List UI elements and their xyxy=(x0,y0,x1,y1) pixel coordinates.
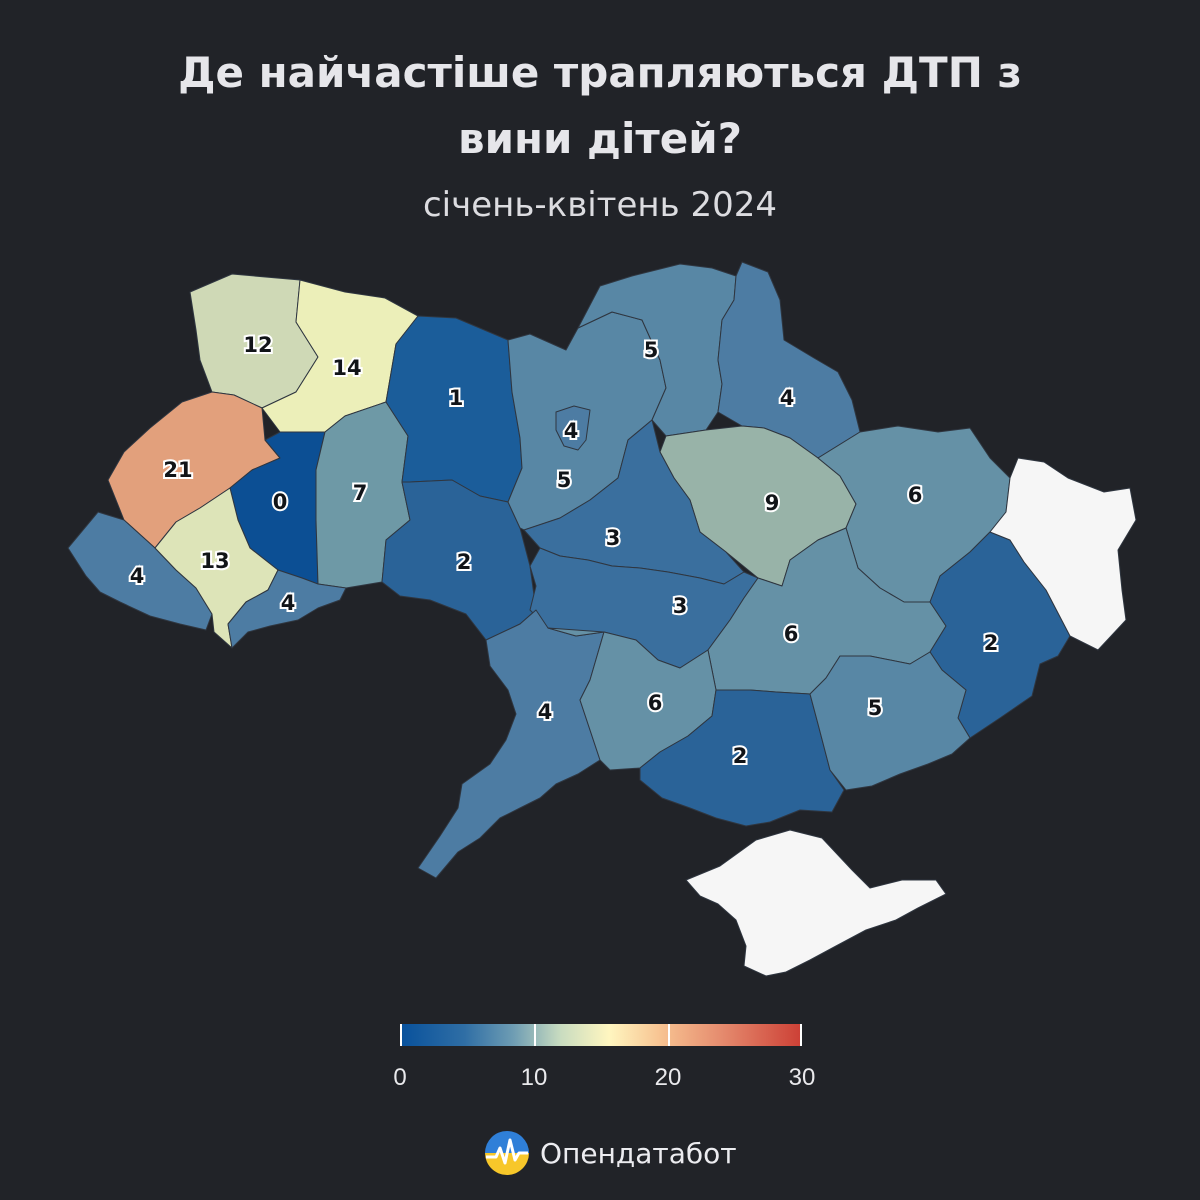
region-odesa xyxy=(417,609,605,879)
page-subtitle: січень-квітень 2024 xyxy=(422,185,778,225)
region-value-label-poltava: 9 xyxy=(765,491,780,515)
region-value-label-ivano-frankivsk: 13 xyxy=(200,549,229,573)
region-value-label-kherson: 2 xyxy=(733,744,748,768)
region-zaporizhzhia xyxy=(809,651,971,791)
legend-tick-mark xyxy=(400,1024,402,1046)
color-legend: 0 10 20 30 xyxy=(393,1024,815,1114)
title-line-1: Де найчастіше трапляються ДТП з xyxy=(178,48,1022,97)
region-value-label-chernihiv: 5 xyxy=(644,338,659,362)
legend-tick-label: 0 xyxy=(393,1064,407,1091)
region-value-label-kyiv-city: 4 xyxy=(564,419,579,443)
region-value-label-zakarpattia: 4 xyxy=(130,564,145,588)
region-value-label-vinnytsia: 2 xyxy=(457,550,472,574)
region-value-label-sumy: 4 xyxy=(780,386,795,410)
region-value-label-kharkiv: 6 xyxy=(908,483,923,507)
regions-layer xyxy=(67,261,1137,977)
legend-tick-label: 30 xyxy=(788,1064,816,1091)
region-crimea xyxy=(685,829,947,977)
region-value-label-lviv: 21 xyxy=(163,458,192,482)
region-value-label-khmelnytskyi: 7 xyxy=(353,481,368,505)
region-value-label-rivne: 14 xyxy=(332,356,361,380)
title-line-2: вини дітей? xyxy=(457,114,742,163)
region-value-label-volyn: 12 xyxy=(243,333,272,357)
legend-tick-label: 10 xyxy=(520,1064,548,1091)
brand-name: Опендатабот xyxy=(540,1136,737,1170)
region-value-label-ternopil: 0 xyxy=(273,490,288,514)
region-value-label-dnipropetrovsk: 6 xyxy=(784,622,799,646)
region-value-label-chernivtsi: 4 xyxy=(281,591,296,615)
region-value-label-donetsk: 2 xyxy=(984,631,999,655)
legend-tick-mark xyxy=(534,1024,536,1046)
legend-gradient-bar xyxy=(400,1024,802,1046)
region-kyiv-city xyxy=(555,405,591,451)
legend-tick-label: 20 xyxy=(654,1064,682,1091)
region-zakarpattia xyxy=(67,511,213,631)
region-value-label-kyiv-region: 5 xyxy=(557,468,572,492)
legend-tick-mark xyxy=(668,1024,670,1046)
region-value-label-cherkasy: 3 xyxy=(606,526,621,550)
region-luhansk xyxy=(989,457,1137,651)
legend-tick-mark xyxy=(800,1024,802,1046)
region-value-label-odesa: 4 xyxy=(538,700,553,724)
brand: Опендатабот xyxy=(484,1130,737,1176)
opendatabot-logo-icon xyxy=(485,1131,529,1175)
region-value-label-zhytomyr: 1 xyxy=(449,386,464,410)
page-title: Де найчастіше трапляються ДТП з вини діт… xyxy=(100,40,1100,172)
region-value-label-mykolaiv: 6 xyxy=(648,691,663,715)
region-chernivtsi xyxy=(227,569,347,649)
region-value-label-zaporizhzhia: 5 xyxy=(868,696,883,720)
region-value-label-kirovohrad: 3 xyxy=(673,594,688,618)
